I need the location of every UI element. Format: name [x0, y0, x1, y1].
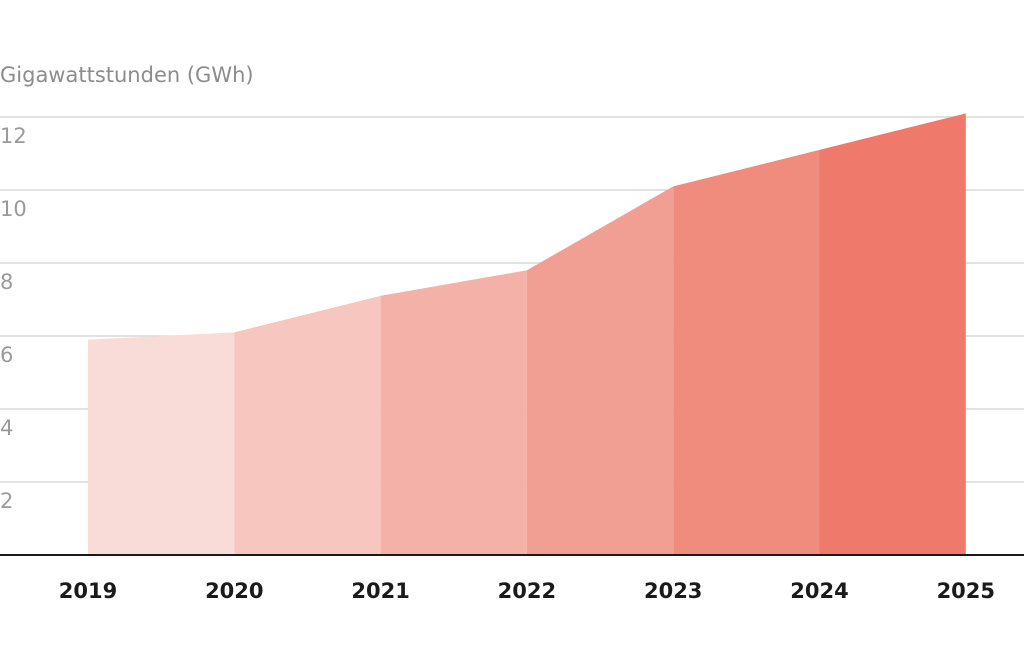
y-tick-label: 12	[0, 124, 27, 148]
y-tick-label: 10	[0, 197, 27, 221]
area-segments	[88, 113, 966, 555]
y-tick-label: 4	[0, 416, 13, 440]
x-tick-label: 2025	[937, 579, 995, 603]
x-tick-labels: 2019 2020 2021 2022 2023 2024 2025	[59, 579, 995, 603]
x-tick-label: 2019	[59, 579, 117, 603]
y-tick-label: 8	[0, 270, 13, 294]
area-segment-2023	[673, 149, 820, 555]
y-tick-label: 6	[0, 343, 13, 367]
area-segment-2024	[819, 113, 966, 555]
x-tick-label: 2023	[644, 579, 702, 603]
area-segment-2020	[234, 295, 381, 555]
area-segment-2021	[380, 270, 527, 555]
x-tick-label: 2021	[351, 579, 409, 603]
x-tick-label: 2020	[205, 579, 263, 603]
area-segment-2019	[88, 332, 235, 555]
x-tick-label: 2024	[790, 579, 848, 603]
area-segment-2022	[526, 186, 674, 555]
y-axis-label: Gigawattstunden (GWh)	[0, 63, 254, 87]
y-tick-label: 2	[0, 489, 13, 513]
y-tick-labels: 12 10 8 6 4 2	[0, 124, 27, 513]
x-tick-label: 2022	[498, 579, 556, 603]
